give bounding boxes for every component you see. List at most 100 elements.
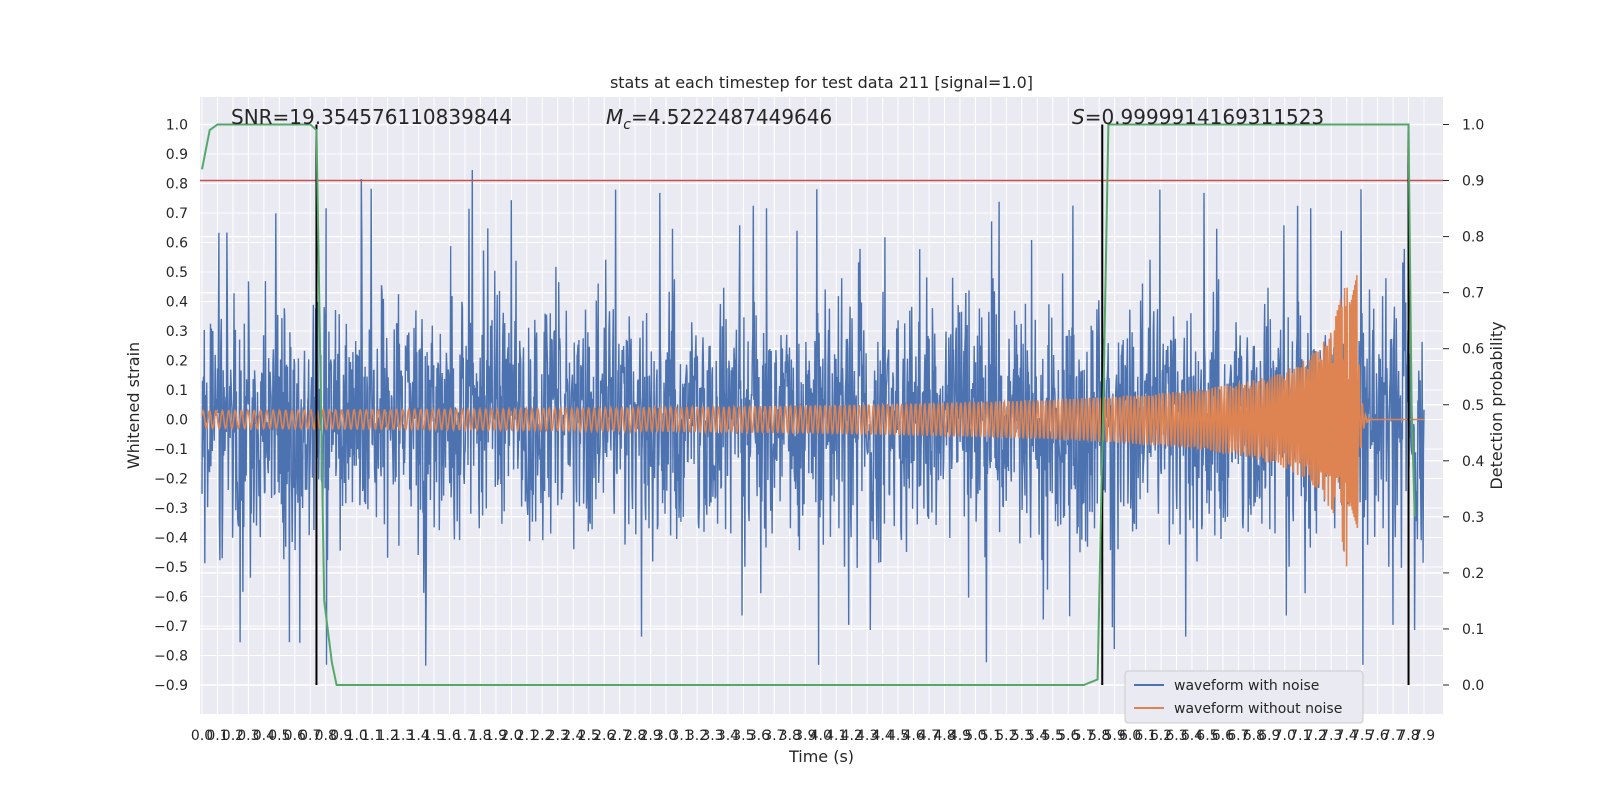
x-tick-label: 3.1 — [670, 728, 692, 744]
x-tick-label: 4.0 — [810, 728, 832, 744]
x-tick-label: 0.1 — [206, 728, 228, 744]
x-tick-label: 3.3 — [701, 728, 723, 744]
x-tick-label: 4.8 — [933, 728, 955, 744]
snr-annotation: SNR=19.354576110839844 — [231, 105, 512, 129]
y2-axis-label: Detection probability — [1487, 321, 1506, 489]
x-tick-label: 7.9 — [1413, 728, 1435, 744]
y-tick-label: −0.3 — [154, 501, 188, 517]
detection-probability-line — [201, 123, 1416, 686]
x-tick-label: 2.6 — [593, 728, 615, 744]
x-tick-label: 2.2 — [531, 728, 553, 744]
score-symbol: S — [1072, 105, 1085, 129]
y-tick-label: 0.6 — [166, 236, 188, 252]
x-tick-label: 1.2 — [376, 728, 398, 744]
y2-tick-label: 0.7 — [1462, 286, 1484, 302]
x-tick-label: 2.1 — [516, 728, 538, 744]
chirp-mass-symbol: M — [606, 105, 623, 129]
legend-label-clean: waveform without noise — [1174, 701, 1342, 717]
y2-tick-label: 0.2 — [1462, 566, 1484, 582]
y2-tick-label: 0.0 — [1462, 678, 1484, 694]
x-tick-label: 4.5 — [887, 728, 909, 744]
x-tick-label: 4.7 — [918, 728, 940, 744]
y-tick-label: 0.4 — [166, 295, 188, 311]
clean-waveform-line — [201, 275, 1424, 567]
legend-box — [1124, 670, 1364, 724]
x-tick-label: 6.2 — [1150, 728, 1172, 744]
x-tick-label: 7.2 — [1305, 728, 1327, 744]
x-tick-label: 7.1 — [1289, 728, 1311, 744]
x-tick-label: 7.0 — [1274, 728, 1296, 744]
x-tick-label: 3.4 — [717, 728, 739, 744]
x-tick-label: 6.9 — [1258, 728, 1280, 744]
legend: waveform with noise waveform without noi… — [1124, 670, 1364, 724]
x-tick-label: 5.7 — [1073, 728, 1095, 744]
y2-tick-labels: 1.0 0.9 0.8 0.7 0.6 0.5 0.4 0.3 0.2 0.1 0.0 — [1443, 118, 1484, 694]
x-tick-label: 5.1 — [980, 728, 1002, 744]
y-tick-label: −0.7 — [154, 619, 188, 635]
x-tick-label: 7.5 — [1351, 728, 1373, 744]
y-tick-label: 0.9 — [166, 147, 188, 163]
x-tick-label: 0.9 — [330, 728, 352, 744]
x-tick-label: 5.4 — [1026, 728, 1048, 744]
x-tick-label: 0.4 — [253, 728, 275, 744]
x-tick-labels: 0.00.10.20.30.40.50.60.70.80.91.01.11.21… — [191, 728, 1435, 744]
y2-tick-label: 1.0 — [1462, 118, 1484, 134]
x-tick-label: 5.8 — [1088, 728, 1110, 744]
x-tick-label: 1.8 — [469, 728, 491, 744]
x-tick-label: 6.6 — [1212, 728, 1234, 744]
x-tick-label: 6.1 — [1134, 728, 1156, 744]
x-tick-label: 2.3 — [547, 728, 569, 744]
y-tick-label: −0.2 — [154, 472, 188, 488]
x-tick-label: 5.0 — [964, 728, 986, 744]
x-tick-label: 1.6 — [438, 728, 460, 744]
score-annotation: S=0.9999914169311523 — [1072, 105, 1324, 129]
x-tick-label: 1.9 — [485, 728, 507, 744]
x-tick-label: 7.3 — [1320, 728, 1342, 744]
x-tick-label: 3.7 — [763, 728, 785, 744]
y-axis-label: Whitened strain — [124, 342, 143, 469]
x-tick-label: 4.2 — [841, 728, 863, 744]
x-axis-label: Time (s) — [788, 747, 854, 766]
x-tick-label: 0.8 — [315, 728, 337, 744]
y-tick-label: 1.0 — [166, 118, 188, 134]
y-tick-label: 0.2 — [166, 354, 188, 370]
x-tick-label: 2.9 — [639, 728, 661, 744]
x-tick-label: 1.7 — [454, 728, 476, 744]
x-tick-label: 6.0 — [1119, 728, 1141, 744]
x-tick-label: 5.3 — [1011, 728, 1033, 744]
chirp-mass-subscript: c — [623, 117, 631, 133]
x-tick-label: 1.4 — [407, 728, 429, 744]
x-tick-label: 6.8 — [1243, 728, 1265, 744]
y-tick-label: 0.1 — [166, 383, 188, 399]
y-tick-label: −0.6 — [154, 590, 188, 606]
chirp-mass-annotation: Mc=4.5222487449646 — [606, 105, 832, 133]
score-value: =0.9999914169311523 — [1085, 105, 1324, 129]
x-tick-label: 3.6 — [748, 728, 770, 744]
y-tick-label: 0.0 — [166, 413, 188, 429]
x-tick-label: 1.3 — [392, 728, 414, 744]
x-tick-label: 4.1 — [825, 728, 847, 744]
y2-tick-label: 0.5 — [1462, 398, 1484, 414]
x-tick-label: 3.0 — [655, 728, 677, 744]
series-detection-probability — [201, 123, 1416, 686]
x-tick-label: 0.7 — [299, 728, 321, 744]
noisy-waveform-line — [201, 169, 1425, 666]
y-tick-label: 0.3 — [166, 324, 188, 340]
x-tick-label: 0.3 — [237, 728, 259, 744]
x-tick-label: 0.6 — [284, 728, 306, 744]
y-tick-label: −0.4 — [154, 531, 188, 547]
x-tick-label: 6.4 — [1181, 728, 1203, 744]
chart-title: stats at each timestep for test data 211… — [610, 73, 1033, 92]
x-tick-label: 6.5 — [1196, 728, 1218, 744]
x-tick-label: 5.6 — [1057, 728, 1079, 744]
y-tick-label: −0.5 — [154, 560, 188, 576]
x-tick-label: 4.4 — [871, 728, 893, 744]
x-tick-label: 0.2 — [222, 728, 244, 744]
y-tick-labels: 1.0 0.9 0.8 0.7 0.6 0.5 0.4 0.3 0.2 0.1 0.0 −0.1 −0.… — [154, 118, 188, 695]
x-tick-label: 0.5 — [268, 728, 290, 744]
x-tick-label: 2.0 — [500, 728, 522, 744]
x-tick-label: 6.3 — [1165, 728, 1187, 744]
x-tick-label: 7.4 — [1336, 728, 1358, 744]
y2-tick-label: 0.9 — [1462, 174, 1484, 190]
